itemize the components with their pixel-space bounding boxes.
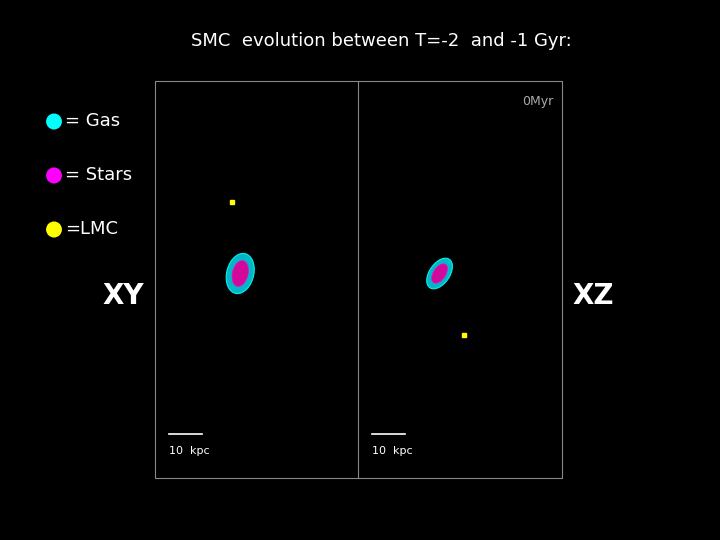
Text: 10  kpc: 10 kpc <box>169 446 210 456</box>
Ellipse shape <box>46 113 62 130</box>
Ellipse shape <box>46 221 62 238</box>
Text: 10  kpc: 10 kpc <box>372 446 413 456</box>
Ellipse shape <box>46 167 62 184</box>
Text: = Stars: = Stars <box>65 166 132 185</box>
Ellipse shape <box>432 264 447 283</box>
Bar <box>155 81 562 478</box>
Text: XY: XY <box>102 282 144 309</box>
Ellipse shape <box>226 253 254 294</box>
Ellipse shape <box>427 258 452 289</box>
Text: = Gas: = Gas <box>65 112 120 131</box>
Text: XZ: XZ <box>572 282 614 309</box>
Text: =LMC: =LMC <box>65 220 118 239</box>
Ellipse shape <box>232 261 248 286</box>
Text: SMC  evolution between T=-2  and -1 Gyr:: SMC evolution between T=-2 and -1 Gyr: <box>192 32 572 50</box>
Text: 0Myr: 0Myr <box>522 94 553 107</box>
